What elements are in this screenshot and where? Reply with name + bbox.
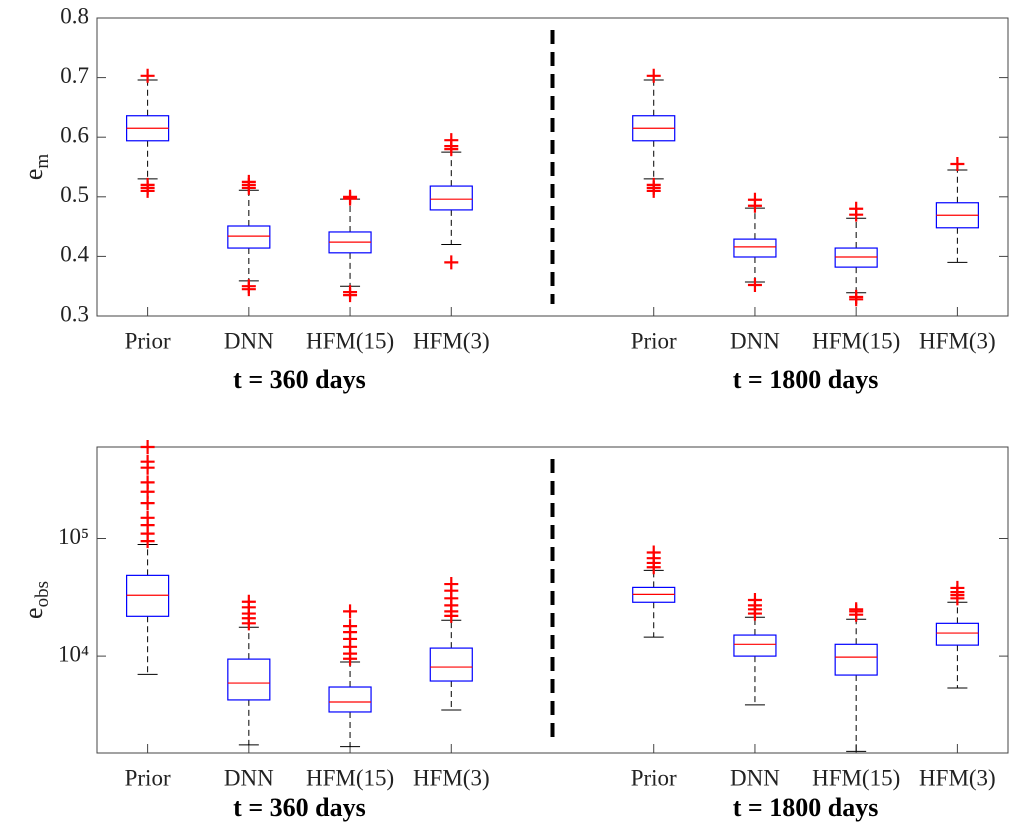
x-tick-label: Prior: [631, 328, 677, 353]
outlier: [241, 180, 256, 195]
box: [733, 634, 777, 657]
y-tick-label: 10⁴: [58, 641, 89, 666]
outlier: [444, 142, 459, 157]
y-tick-label: 0.6: [60, 122, 89, 147]
x-tick-label: DNN: [730, 765, 780, 790]
outlier: [646, 545, 661, 560]
y-tick-label: 0.8: [60, 3, 89, 28]
y-axis-label: eobs: [19, 581, 53, 619]
x-tick-label: Prior: [631, 765, 677, 790]
outlier: [849, 292, 864, 307]
x-tick-label: HFM(3): [919, 328, 996, 353]
box: [935, 622, 979, 646]
y-tick-label: 0.4: [60, 242, 89, 267]
x-tick-label: DNN: [224, 765, 274, 790]
outlier: [140, 183, 155, 198]
outlier: [849, 207, 864, 222]
outlier: [241, 594, 256, 609]
x-tick-label: HFM(15): [812, 328, 900, 353]
x-tick-label: DNN: [730, 328, 780, 353]
outlier: [444, 255, 459, 270]
y-tick-label: 0.7: [60, 63, 89, 88]
outlier: [343, 619, 358, 634]
box: [227, 225, 271, 249]
group-label: t = 1800 days: [733, 365, 879, 394]
y-tick-label: 0.5: [60, 182, 89, 207]
x-tick-label: HFM(3): [919, 765, 996, 790]
box: [834, 643, 878, 676]
plot-frame: [96, 17, 1009, 317]
x-tick-label: Prior: [125, 328, 171, 353]
x-tick-label: HFM(15): [306, 328, 394, 353]
y-axis-label: em: [19, 154, 53, 181]
outlier: [747, 278, 762, 293]
box: [227, 658, 271, 701]
outlier: [140, 68, 155, 83]
box: [429, 185, 473, 211]
outlier: [444, 577, 459, 592]
outlier: [343, 604, 358, 619]
y-tick-label: 0.3: [60, 301, 89, 326]
outlier: [140, 510, 155, 525]
group-label: t = 360 days: [233, 365, 366, 394]
outlier: [747, 198, 762, 213]
plot-frame: [96, 446, 1009, 754]
group-label: t = 360 days: [233, 793, 366, 822]
box: [429, 647, 473, 682]
x-tick-label: HFM(15): [306, 765, 394, 790]
outlier: [747, 593, 762, 607]
box: [328, 686, 372, 713]
outlier: [646, 68, 661, 83]
x-tick-label: DNN: [224, 328, 274, 353]
x-tick-label: Prior: [125, 765, 171, 790]
outlier: [950, 157, 965, 172]
x-tick-label: HFM(15): [812, 765, 900, 790]
outlier: [849, 602, 864, 617]
x-tick-label: HFM(3): [413, 765, 490, 790]
y-tick-label: 10⁵: [58, 524, 89, 549]
outlier: [343, 288, 358, 303]
outlier: [646, 183, 661, 198]
outlier: [950, 580, 965, 595]
outlier: [140, 475, 155, 490]
outlier: [140, 454, 155, 469]
box: [733, 238, 777, 258]
x-tick-label: HFM(3): [413, 328, 490, 353]
group-label: t = 1800 days: [733, 793, 879, 822]
outlier: [241, 282, 256, 297]
outlier: [140, 440, 155, 454]
outlier: [343, 191, 358, 206]
